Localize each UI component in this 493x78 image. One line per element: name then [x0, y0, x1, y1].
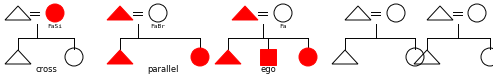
Text: FaSi: FaSi	[47, 24, 63, 29]
Text: FaBr: FaBr	[150, 24, 166, 29]
Polygon shape	[107, 50, 133, 64]
Text: cross: cross	[35, 65, 57, 74]
Circle shape	[191, 48, 209, 66]
Circle shape	[299, 48, 317, 66]
Polygon shape	[232, 6, 258, 20]
Text: parallel: parallel	[147, 65, 179, 74]
Text: Fa: Fa	[279, 24, 287, 29]
Text: ego: ego	[260, 65, 276, 74]
Circle shape	[46, 4, 64, 22]
Polygon shape	[215, 50, 241, 64]
Polygon shape	[107, 6, 133, 20]
Bar	[260, 49, 276, 65]
